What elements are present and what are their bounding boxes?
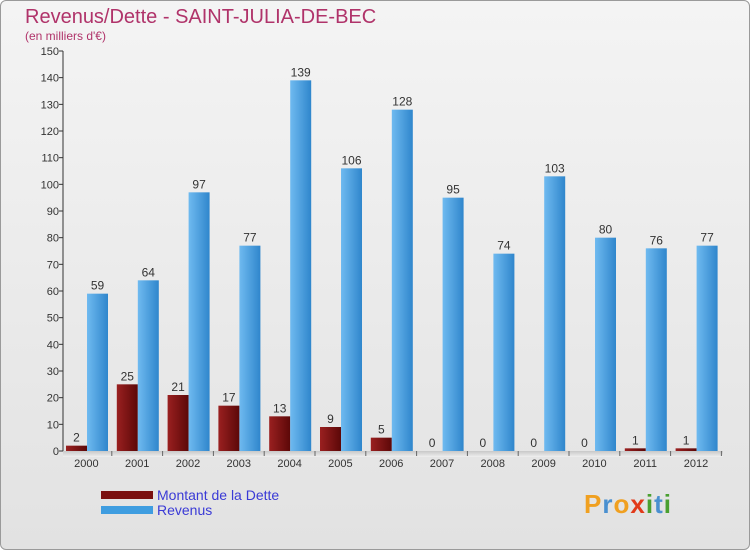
bar-dette-2002	[167, 395, 189, 451]
logo-letter-4: i	[645, 489, 655, 519]
bar-dette-2006	[370, 437, 392, 451]
x-tick-label-2010: 2010	[582, 458, 606, 470]
logo-letter-2: o	[613, 489, 631, 519]
bar-label-revenus-2007: 95	[446, 183, 460, 197]
x-tick-label-2006: 2006	[379, 458, 403, 470]
x-tick-label-2001: 2001	[125, 458, 149, 470]
chart-title: Revenus/Dette - SAINT-JULIA-DE-BEC	[25, 6, 377, 28]
logo-letter-1: r	[602, 489, 614, 519]
x-tick-label-2007: 2007	[430, 458, 454, 470]
bar-label-revenus-2005: 106	[341, 153, 361, 167]
bar-label-revenus-2011: 76	[650, 233, 664, 247]
bar-label-revenus-2006: 128	[392, 95, 412, 109]
y-tick-label-20: 20	[47, 393, 59, 405]
x-tick-label-2012: 2012	[684, 458, 708, 470]
plot-floor	[63, 451, 723, 457]
bar-revenus-2008	[493, 253, 515, 451]
bar-revenus-2006	[391, 109, 413, 452]
bar-revenus-2010	[595, 237, 616, 451]
bar-label-dette-2002: 21	[171, 380, 185, 394]
x-tick-label-2002: 2002	[176, 458, 200, 470]
x-tick-label-2009: 2009	[531, 458, 555, 470]
bar-revenus-2001	[137, 280, 159, 451]
legend-label-revenus: Revenus	[157, 501, 213, 518]
y-tick-label-130: 130	[41, 99, 59, 111]
bar-label-revenus-2001: 64	[142, 265, 156, 279]
y-tick-label-110: 110	[41, 153, 59, 165]
y-tick-label-10: 10	[47, 419, 59, 431]
bar-revenus-2000	[87, 293, 108, 451]
bar-label-revenus-2003: 77	[243, 231, 257, 245]
bar-label-dette-2005: 9	[327, 412, 334, 426]
bar-label-dette-2012: 1	[683, 433, 690, 447]
bar-dette-2005	[320, 427, 341, 451]
bar-label-dette-2001: 25	[121, 369, 135, 383]
bar-label-dette-2011: 1	[632, 433, 639, 447]
bar-dette-2011	[624, 448, 646, 451]
y-tick-label-100: 100	[41, 179, 59, 191]
bar-label-revenus-2004: 139	[291, 65, 311, 79]
bar-label-dette-2003: 17	[222, 391, 236, 405]
y-tick-label-30: 30	[47, 366, 59, 378]
bar-label-revenus-2012: 77	[700, 231, 714, 245]
proxiti-logo: Proxiti	[584, 489, 672, 520]
bar-dette-2003	[218, 405, 240, 451]
y-tick-label-80: 80	[47, 233, 59, 245]
y-tick-label-50: 50	[47, 313, 59, 325]
bar-label-dette-2008: 0	[480, 436, 487, 450]
x-tick-label-2004: 2004	[277, 458, 301, 470]
bar-label-revenus-2008: 74	[497, 239, 511, 253]
y-tick-label-70: 70	[47, 259, 59, 271]
bar-dette-2000	[66, 445, 87, 451]
y-tick-label-140: 140	[41, 73, 59, 85]
bar-revenus-2011	[645, 248, 667, 451]
y-tick-label-90: 90	[47, 206, 59, 218]
bar-label-revenus-2010: 80	[599, 223, 613, 237]
x-tick-label-2008: 2008	[481, 458, 505, 470]
legend: Montant de la Dette Revenus	[101, 486, 280, 518]
bar-label-dette-2010: 0	[581, 436, 588, 450]
bar-label-dette-2006: 5	[378, 423, 385, 437]
bar-label-revenus-2009: 103	[545, 161, 565, 175]
bar-label-dette-2004: 13	[273, 401, 287, 415]
legend-swatch-revenus	[101, 505, 153, 514]
x-tick-label-2011: 2011	[633, 458, 657, 470]
bar-revenus-2012	[696, 245, 718, 451]
logo-letter-0: P	[584, 489, 603, 519]
logo-letter-5: t	[654, 489, 664, 519]
bar-dette-2012	[675, 448, 697, 451]
bar-label-revenus-2000: 59	[91, 279, 105, 293]
x-tick-label-2005: 2005	[328, 458, 352, 470]
bar-label-dette-2009: 0	[530, 436, 537, 450]
legend-label-dette: Montant de la Dette	[157, 486, 280, 503]
bar-dette-2001	[116, 384, 138, 451]
chart-subtitle: (en milliers d'€)	[25, 29, 106, 43]
bar-revenus-2004	[290, 80, 312, 451]
bar-revenus-2003	[239, 245, 261, 451]
y-tick-label-150: 150	[41, 46, 59, 58]
y-tick-label-60: 60	[47, 286, 59, 298]
bar-revenus-2002	[188, 192, 210, 452]
x-tick-label-2000: 2000	[74, 458, 98, 470]
bar-label-revenus-2002: 97	[192, 177, 206, 191]
y-tick-label-120: 120	[41, 126, 59, 138]
bar-revenus-2007	[442, 197, 464, 451]
legend-item-dette: Montant de la Dette	[101, 486, 280, 503]
bar-label-dette-2007: 0	[429, 436, 436, 450]
logo-letter-3: x	[630, 489, 646, 519]
bar-dette-2004	[269, 416, 291, 451]
y-tick-label-0: 0	[53, 446, 59, 458]
y-tick-label-40: 40	[47, 339, 59, 351]
legend-item-revenus: Revenus	[101, 501, 279, 518]
bar-revenus-2009	[544, 176, 566, 452]
bar-revenus-2005	[341, 168, 362, 452]
legend-swatch-dette	[101, 490, 153, 499]
logo-letter-6: i	[663, 489, 672, 519]
bar-label-dette-2000: 2	[73, 431, 80, 445]
x-tick-label-2003: 2003	[227, 458, 251, 470]
